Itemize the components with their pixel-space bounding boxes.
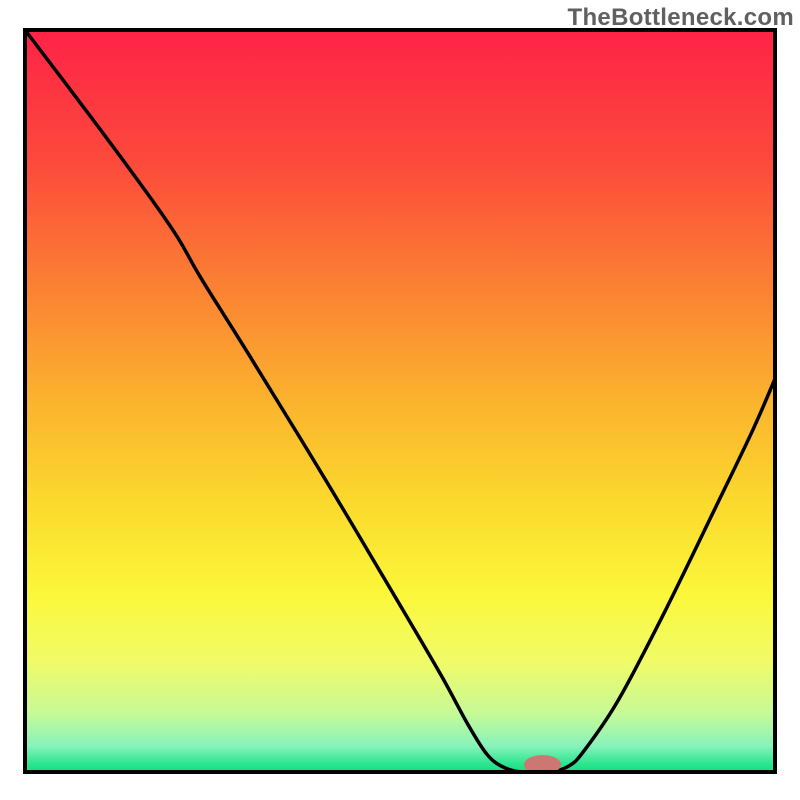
bottleneck-chart [0,0,800,800]
plot-background [25,30,775,772]
chart-container: TheBottleneck.com [0,0,800,800]
watermark-text: TheBottleneck.com [568,4,794,32]
